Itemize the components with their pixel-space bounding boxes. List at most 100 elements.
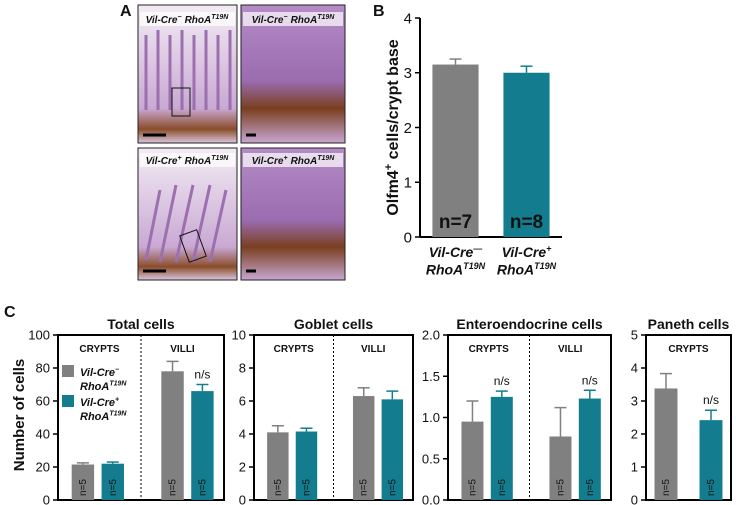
allele: RhoA: [426, 262, 463, 278]
significance: n/s: [194, 368, 210, 382]
legend-swatch: [62, 395, 74, 407]
significance: n/s: [582, 373, 598, 387]
significance: n/s: [494, 374, 510, 388]
inset-box: [179, 229, 207, 263]
y-tick-label: 60: [36, 394, 50, 409]
y-tick-label: 1: [631, 460, 638, 475]
panel-label: A: [120, 3, 132, 20]
genotype-label: Vil-Cre+ RhoAT19N: [146, 155, 230, 167]
gene: Vil-Cre: [502, 244, 547, 260]
scale-bars: [143, 133, 256, 273]
bar: [381, 399, 404, 500]
significance: n/s: [703, 393, 719, 407]
label: Olfm4: [385, 170, 402, 215]
bar: [578, 398, 601, 500]
bar: [461, 421, 484, 500]
allele: RhoA: [80, 381, 109, 393]
bar: [161, 371, 184, 500]
allele: RhoA: [185, 15, 212, 26]
y-tick-label: 2.0: [422, 328, 440, 343]
bar: [503, 72, 550, 237]
group-label: CRYPTS: [79, 344, 120, 355]
y-axis-label: Olfm4+ cells/crypt base: [383, 39, 402, 215]
y-tick-label: 1.5: [422, 369, 440, 384]
y-tick-label: 4: [239, 427, 246, 442]
y-tick-label: 0.0: [422, 493, 440, 505]
bar: [191, 391, 214, 500]
chart-title: Goblet cells: [294, 316, 374, 332]
allele-sup: T19N: [109, 380, 127, 387]
y-tick-label: 20: [36, 460, 50, 475]
bar: [295, 431, 318, 500]
micrograph: [240, 147, 346, 281]
legend-swatch: [62, 365, 74, 377]
gene: Vil-Cre: [429, 244, 474, 260]
plot-frame: [645, 334, 732, 501]
gene-sup: +: [283, 155, 287, 162]
genotype-label: Vil-Cre− RhoAT19N: [252, 14, 336, 26]
bar: [101, 463, 124, 500]
gene: Vil-Cre: [252, 156, 284, 167]
y-tick-label: 3: [631, 394, 638, 409]
n-label: n=5: [78, 479, 89, 496]
bar-annotation: n=7: [439, 212, 472, 233]
y-tick-label: 5: [631, 328, 638, 343]
genotype-label: Vil-Cre+ RhoAT19N: [80, 397, 127, 423]
y-tick-label: 4: [631, 361, 638, 376]
y-tick-label: 2: [631, 427, 638, 442]
y-tick-label: 1.0: [422, 410, 440, 425]
y-tick-label: 2: [239, 460, 246, 475]
gene-sup: −: [177, 14, 181, 21]
n-label: n=5: [661, 479, 672, 496]
allele-sup: T19N: [211, 14, 229, 21]
gene: Vil-Cre: [80, 367, 115, 379]
allele-sup: T19N: [211, 155, 229, 162]
bar: [352, 396, 375, 500]
chart-title: Total cells: [107, 316, 175, 332]
bar: [71, 464, 95, 500]
micrograph: [240, 4, 346, 144]
genotype-label: Vil-Cre− RhoAT19N: [80, 367, 127, 393]
allele: RhoA: [80, 411, 109, 423]
group-label: CRYPTS: [668, 344, 709, 355]
gene: Vil-Cre: [252, 15, 284, 26]
chart-title: Enteroendocrine cells: [456, 316, 602, 332]
y-tick-label: 0: [404, 229, 412, 246]
n-label: n=5: [387, 479, 398, 496]
panel-label: B: [373, 3, 385, 20]
allele-sup: T19N: [463, 261, 486, 271]
y-tick-label: 0: [239, 493, 246, 505]
gene-sup: −: [115, 367, 119, 374]
gene-sup: —: [472, 243, 483, 253]
micrograph: [137, 4, 238, 144]
label: cells/crypt base: [385, 39, 402, 164]
chart-title: Paneth cells: [648, 316, 730, 332]
y-tick-label: 40: [36, 427, 50, 442]
y-tick-label: 0: [43, 493, 50, 505]
y-tick-label: 10: [232, 328, 246, 343]
y-tick-label: 3: [404, 65, 412, 82]
gene: Vil-Cre: [146, 156, 178, 167]
bar-annotation: n=8: [510, 212, 543, 233]
group-label: CRYPTS: [469, 344, 510, 355]
gene-sup: +: [546, 243, 552, 253]
n-label: n=5: [168, 479, 179, 496]
gene-sup: +: [177, 155, 181, 162]
label-sup: +: [383, 164, 395, 170]
n-label: n=5: [585, 479, 596, 496]
n-label: n=5: [359, 479, 370, 496]
allele-sup: T19N: [534, 261, 557, 271]
villi: [144, 30, 232, 263]
allele-sup: T19N: [317, 14, 335, 21]
n-label: n=5: [497, 479, 508, 496]
y-tick-label: 6: [239, 394, 246, 409]
group-label: VILLI: [558, 344, 583, 355]
allele: RhoA: [185, 156, 212, 167]
group-label: VILLI: [170, 344, 195, 355]
y-tick-label: 80: [36, 361, 50, 376]
group-label: VILLI: [361, 344, 386, 355]
allele: RhoA: [497, 262, 534, 278]
allele-sup: T19N: [109, 410, 127, 417]
n-label: n=5: [301, 479, 312, 496]
group-label: CRYPTS: [274, 344, 315, 355]
